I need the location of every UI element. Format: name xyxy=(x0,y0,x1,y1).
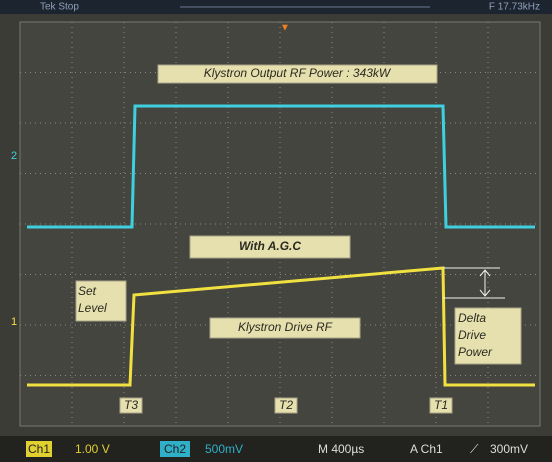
drive-label: Klystron Drive RF xyxy=(238,320,333,334)
ch2-marker: 2 xyxy=(11,150,17,162)
delta-label: Delta Drive Power xyxy=(458,310,498,361)
ch1-marker: 1 xyxy=(11,316,17,328)
set-level-wrap: Set Level xyxy=(78,283,124,319)
trigger-source: A Ch1 xyxy=(410,442,443,456)
title: Klystron Output RF Power : 343kW xyxy=(204,66,392,80)
t1: T1 xyxy=(434,398,448,412)
oscilloscope-screen: Tek Stop F 17.73kHz ▼ 2 1 Klystron Outpu… xyxy=(0,0,552,462)
agc-label: With A.G.C xyxy=(239,239,301,253)
trigger-marker: ▼ xyxy=(280,23,290,34)
trigger-level: 300mV xyxy=(490,442,528,456)
ch1-scale: 1.00 V xyxy=(75,442,110,456)
set-level: Set Level xyxy=(78,283,124,317)
page: Tek Stop F 17.73kHz ▼ 2 1 Klystron Outpu… xyxy=(0,0,552,462)
t2: T2 xyxy=(279,398,293,412)
ch1: Ch1 xyxy=(28,442,50,456)
t3: T3 xyxy=(124,398,138,412)
status: Tek Stop xyxy=(40,2,79,13)
ch2-scale: 500mV xyxy=(205,442,243,456)
trigger-slope: ⟋ xyxy=(470,442,479,456)
ch2: Ch2 xyxy=(164,442,186,456)
timebase: M 400µs xyxy=(318,442,364,456)
delta-wrap: Delta Drive Power xyxy=(458,310,518,364)
frequency: F 17.73kHz xyxy=(489,2,540,13)
